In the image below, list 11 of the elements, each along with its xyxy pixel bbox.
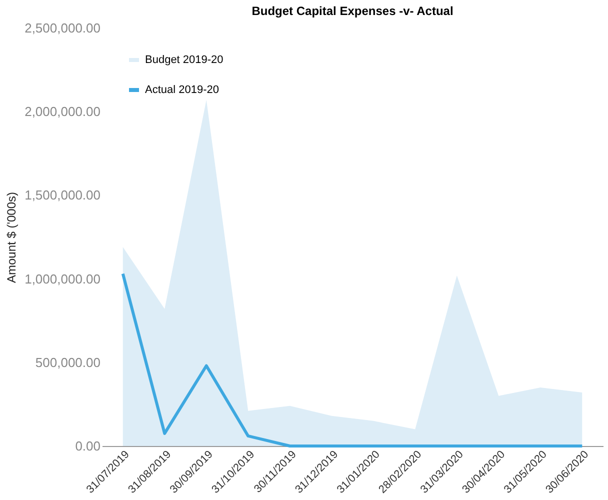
line-series <box>121 272 584 448</box>
y-tick-label: 500,000.00 <box>35 354 100 370</box>
y-tick-label: 2,500,000.00 <box>24 20 100 36</box>
y-tick-label: 0.00 <box>75 438 100 454</box>
y-tick-label: 1,000,000.00 <box>24 271 100 286</box>
legend-label: Actual 2019-20 <box>145 84 219 96</box>
legend-label: Budget 2019-20 <box>145 54 224 66</box>
y-tick-label: 1,500,000.00 <box>24 188 100 203</box>
y-tick-label: 2,000,000.00 <box>24 104 100 120</box>
y-axis-title: Amount $ ('000s) <box>4 192 19 284</box>
chart-title: Budget Capital Expenses -v- Actual <box>252 4 454 18</box>
